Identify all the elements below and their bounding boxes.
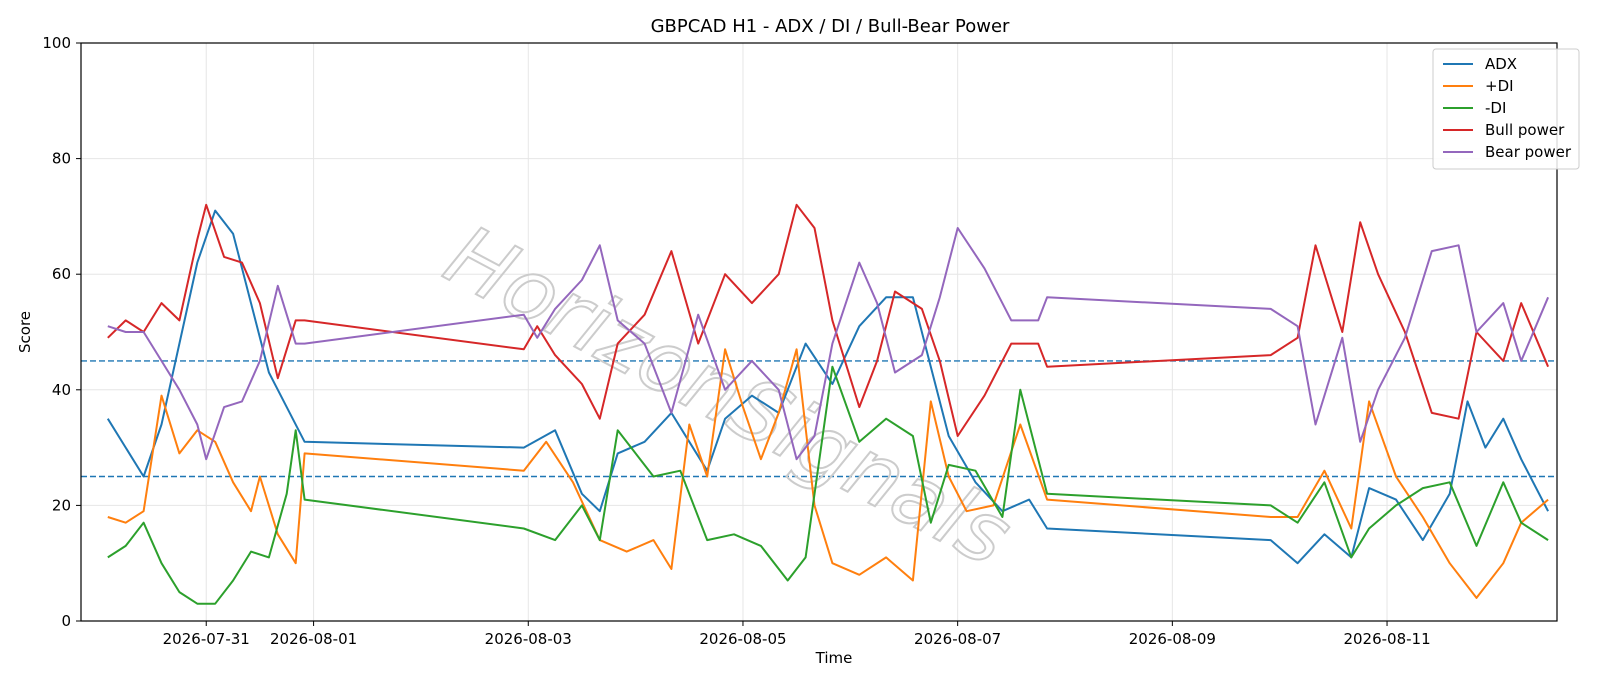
series-layer (106, 203, 1550, 605)
y-tick-label: 20 (52, 496, 71, 514)
y-axis: 0 20 40 60 80 100 (42, 34, 81, 630)
series-line-bear-power (107, 227, 1550, 461)
y-tick-label: 0 (61, 612, 71, 630)
y-tick-label: 40 (52, 381, 71, 399)
x-tick-label: 2026-08-01 (270, 630, 357, 648)
series-line-di (107, 348, 1549, 599)
y-tick-label: 60 (52, 265, 71, 283)
x-tick-label: 2026-08-11 (1343, 630, 1430, 648)
legend-label: ADX (1485, 55, 1517, 73)
legend-label: Bear power (1485, 143, 1572, 161)
reference-lines (81, 360, 1557, 478)
legend-box (1432, 48, 1580, 170)
x-axis-label: Time (815, 649, 853, 667)
x-tick-label: 2026-08-09 (1129, 630, 1216, 648)
x-tick-label: 2026-07-31 (163, 630, 250, 648)
x-tick-label: 2026-08-03 (485, 630, 572, 648)
y-axis-label: Score (16, 311, 34, 353)
x-tick-label: 2026-08-05 (699, 630, 786, 648)
series-line-adx (106, 209, 1549, 565)
plot-frame (80, 42, 1558, 622)
legend-label: -DI (1485, 99, 1506, 117)
y-tick-label: 80 (52, 150, 71, 168)
legend-label: +DI (1485, 77, 1514, 95)
x-axis: 2026-07-31 2026-08-01 2026-08-03 2026-08-05… (163, 621, 1431, 648)
y-tick-label: 100 (42, 34, 71, 52)
series-line-bull-power (107, 203, 1550, 437)
x-tick-label: 2026-08-07 (914, 630, 1001, 648)
series-line-di (107, 365, 1549, 605)
legend-label: Bull power (1485, 121, 1565, 139)
chart-title: GBPCAD H1 - ADX / DI / Bull-Bear Power (651, 16, 1010, 37)
legend: ADX +DI -DI Bull power Bear power (1432, 48, 1580, 170)
